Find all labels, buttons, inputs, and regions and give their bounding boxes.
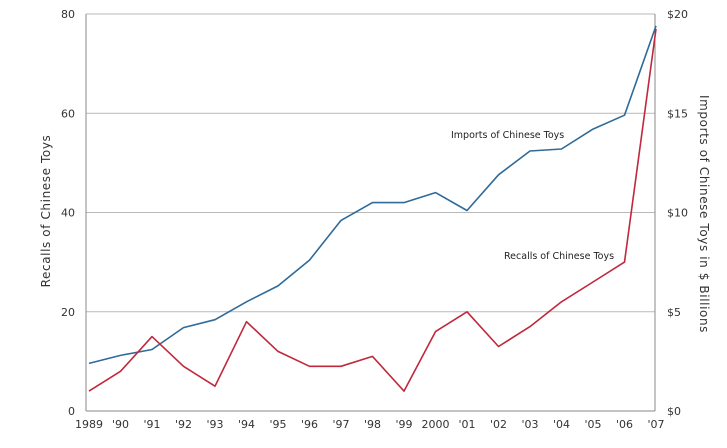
x-tick-label: '98 <box>364 418 381 431</box>
left-tick-label: 60 <box>61 107 75 120</box>
recalls-of-chinese-toys-line <box>88 28 657 392</box>
right-axis-title: Imports of Chinese Toys in $ Billions <box>697 95 711 333</box>
x-axis-ticks: 1989 '90 '91 '92 '93 '94 '95 '96 '97 '98 '99 2000 '0… <box>75 418 665 431</box>
x-tick-label: '95 <box>269 418 286 431</box>
right-tick-label: $15 <box>667 107 688 120</box>
imports-of-chinese-toys-line <box>88 25 657 365</box>
x-tick-label: '05 <box>584 418 601 431</box>
left-axis-title: Recalls of Chinese Toys <box>39 135 53 288</box>
x-tick-label: '99 <box>395 418 412 431</box>
left-tick-label: 20 <box>61 306 75 319</box>
right-tick-label: $10 <box>667 207 688 220</box>
x-tick-label: '93 <box>206 418 223 431</box>
x-tick-label: '07 <box>647 418 664 431</box>
axes <box>85 14 656 412</box>
x-tick-label: '92 <box>175 418 192 431</box>
right-tick-label: $0 <box>667 405 681 418</box>
x-tick-label: '94 <box>238 418 255 431</box>
left-tick-label: 80 <box>61 8 75 21</box>
left-axis-ticks: 0 20 40 60 80 <box>61 8 75 418</box>
x-tick-label: '90 <box>112 418 129 431</box>
imports-series-label: Imports of Chinese Toys <box>451 130 564 141</box>
x-tick-label: '06 <box>616 418 633 431</box>
x-tick-label: 2000 <box>422 418 450 431</box>
recalls-series-label: Recalls of Chinese Toys <box>504 251 614 262</box>
series-lines <box>88 25 657 392</box>
x-tick-label: '97 <box>332 418 349 431</box>
x-tick-label: '01 <box>458 418 475 431</box>
left-tick-label: 0 <box>68 405 75 418</box>
x-tick-label: '02 <box>490 418 507 431</box>
right-tick-label: $5 <box>667 306 681 319</box>
x-tick-label: 1989 <box>75 418 103 431</box>
x-tick-label: '03 <box>521 418 538 431</box>
right-tick-label: $20 <box>667 8 688 21</box>
x-tick-label: '04 <box>553 418 570 431</box>
right-axis-ticks: $0 $5 $10 $15 $20 <box>667 8 688 418</box>
left-tick-label: 40 <box>61 207 75 220</box>
x-tick-label: '91 <box>143 418 160 431</box>
gridlines <box>86 13 655 313</box>
x-tick-label: '96 <box>301 418 318 431</box>
